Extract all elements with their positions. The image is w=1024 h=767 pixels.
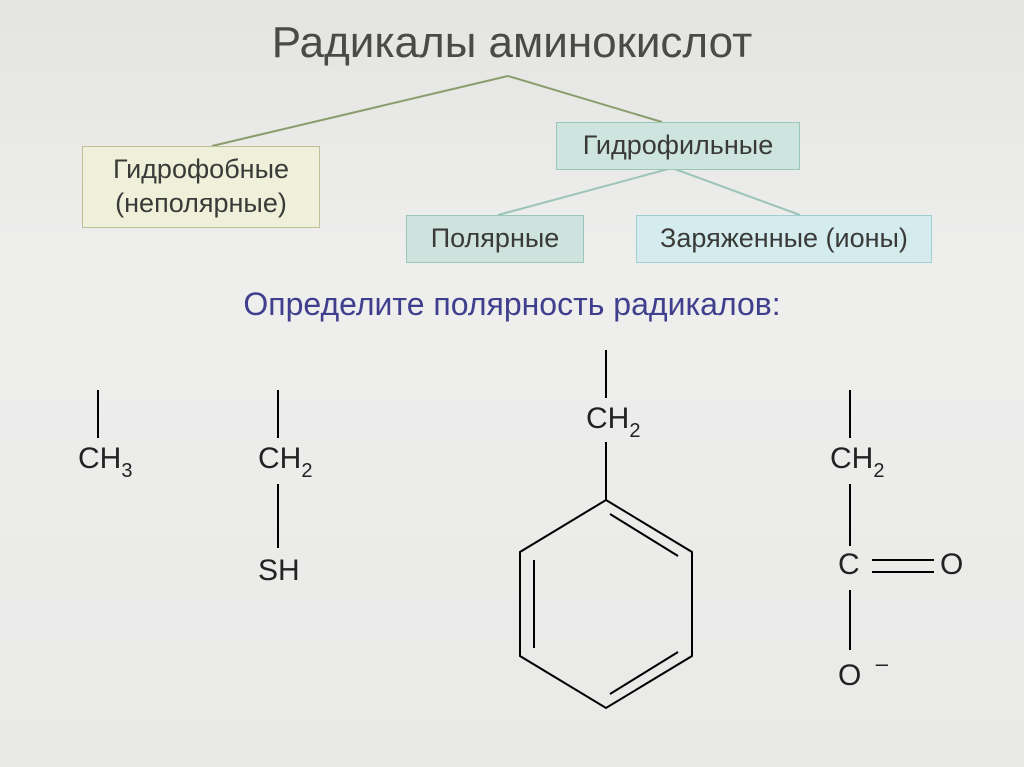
page-title: Радикалы аминокислот <box>0 18 1024 68</box>
r2-line1: CH2 <box>258 444 312 479</box>
box-hydrophilic: Гидрофильные <box>556 122 800 170</box>
box-polar: Полярные <box>406 215 584 263</box>
r2-sh: SH <box>258 554 300 587</box>
r1-formula: CH <box>78 442 121 475</box>
subtitle: Определите полярность радикалов: <box>0 286 1024 323</box>
r2-line2: SH <box>258 556 300 586</box>
box-charged: Заряженные (ионы) <box>636 215 932 263</box>
box-hydrophobic-line1: Гидрофобные <box>113 154 289 184</box>
r4-l1: CH <box>830 442 873 475</box>
r4-c: C <box>838 550 860 580</box>
box-hydrophobic-line2: (неполярные) <box>115 188 287 218</box>
box-hydrophobic: Гидрофобные (неполярные) <box>82 146 320 228</box>
r4-l3: O <box>838 659 861 692</box>
r1-sub: 3 <box>121 460 132 482</box>
background <box>0 0 1024 767</box>
r3-sub: 2 <box>629 420 640 442</box>
r3-label: CH2 <box>586 404 640 439</box>
r4-o-minus: O – <box>838 656 888 691</box>
r4-o-dbl: O <box>940 550 963 580</box>
r3-ch2: CH <box>586 402 629 435</box>
r4-s1: 2 <box>873 460 884 482</box>
r4-l2: C <box>838 548 860 581</box>
r1-label: CH3 <box>78 444 132 479</box>
r4-charge: – <box>876 651 888 676</box>
r4-ch2: CH2 <box>830 444 884 479</box>
r4-dbl: O <box>940 548 963 581</box>
r2-sub: 2 <box>301 460 312 482</box>
r2-ch2: CH <box>258 442 301 475</box>
